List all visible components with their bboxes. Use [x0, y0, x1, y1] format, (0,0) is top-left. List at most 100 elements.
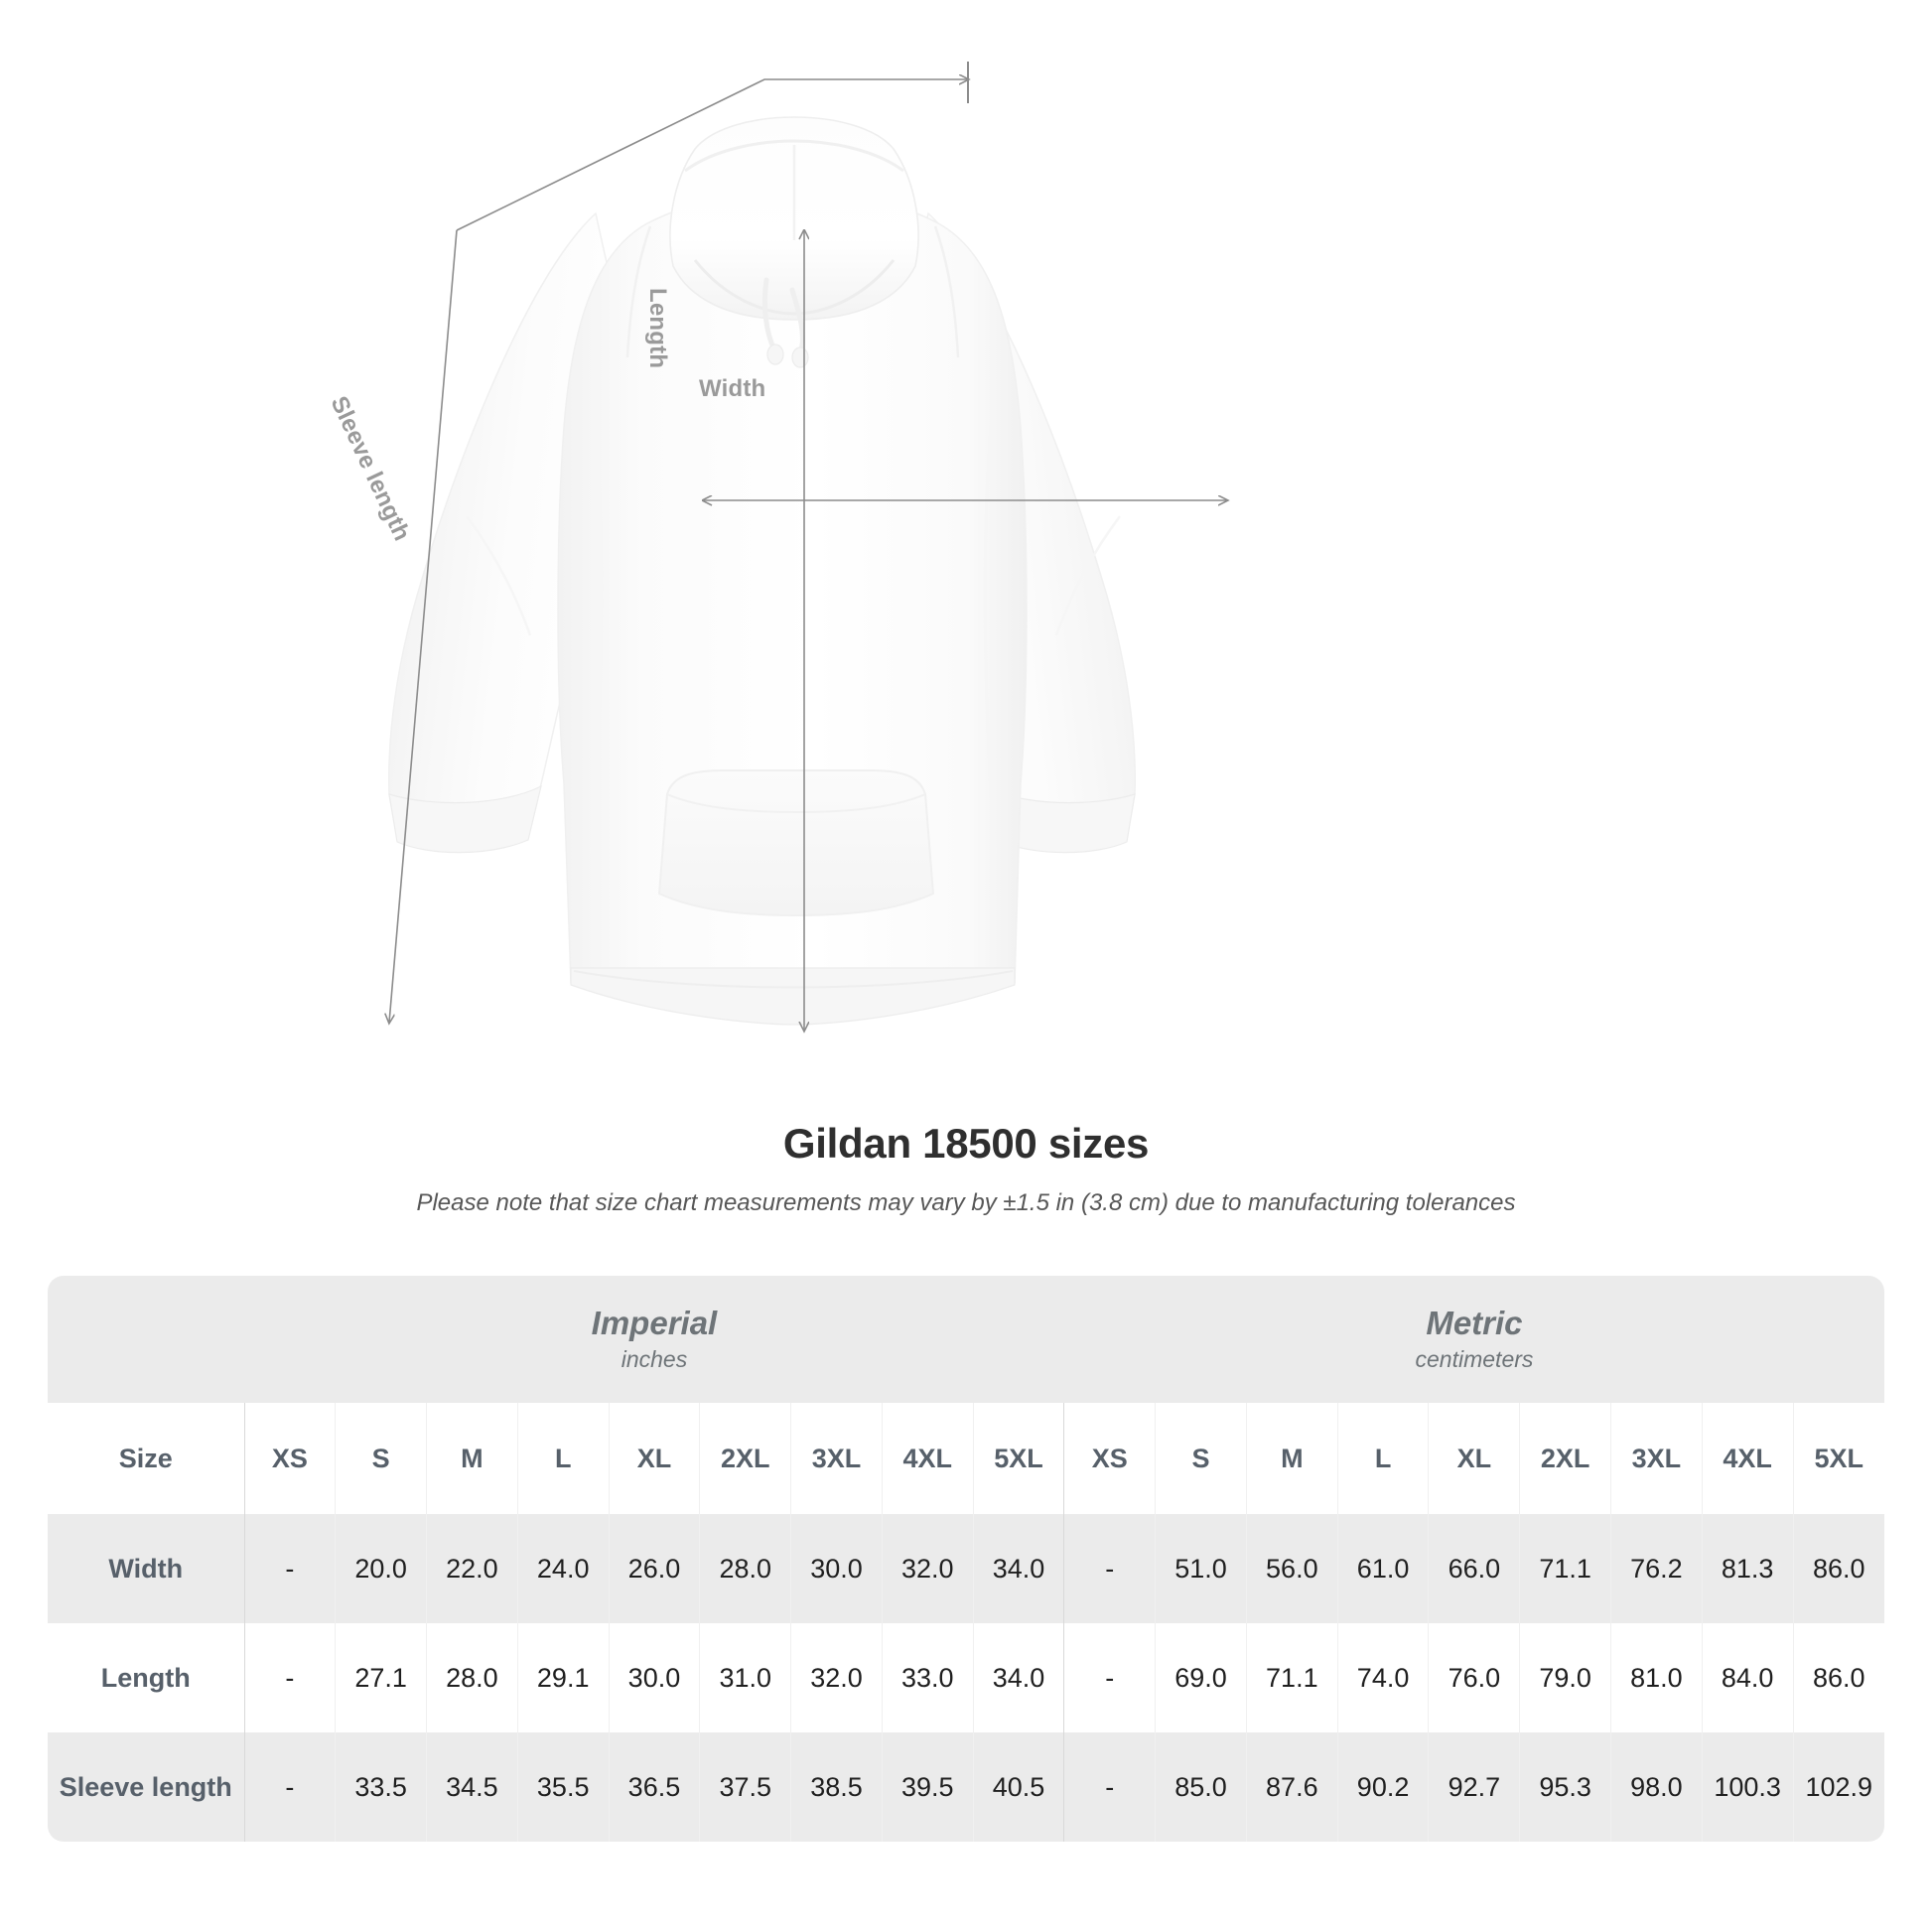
size-header-cell: 3XL — [1610, 1403, 1703, 1514]
measurement-cell: 66.0 — [1428, 1514, 1521, 1623]
sleeve-length-line — [389, 229, 458, 1023]
unit-group-header-metric: Metric centimeters — [1063, 1276, 1884, 1403]
measurement-cell: 61.0 — [1337, 1514, 1430, 1623]
unit-measure-name: inches — [621, 1345, 688, 1372]
measurement-cell: 71.1 — [1246, 1623, 1338, 1732]
measurement-cell: 76.2 — [1610, 1514, 1703, 1623]
unit-system-name: Metric — [1426, 1304, 1523, 1341]
measurement-cell: 90.2 — [1337, 1732, 1430, 1842]
measurement-cell: 85.0 — [1155, 1732, 1247, 1842]
size-header-row: Size XS S M L XL 2XL 3XL 4XL 5XL XS S M L XL 2XL 3XL 4XL 5… — [48, 1403, 1884, 1514]
measurement-cell: 28.0 — [699, 1514, 792, 1623]
measurement-cell: 98.0 — [1610, 1732, 1703, 1842]
length-dimension-label: Length — [644, 288, 671, 369]
measurement-cell: 39.5 — [882, 1732, 974, 1842]
measurement-cell: 56.0 — [1246, 1514, 1338, 1623]
size-header-cell: 4XL — [882, 1403, 974, 1514]
size-header-cell: L — [517, 1403, 610, 1514]
measurement-annotations — [0, 62, 1932, 1122]
size-header-cell: XL — [1428, 1403, 1521, 1514]
measurement-cell: 30.0 — [790, 1514, 883, 1623]
measurement-cell: 79.0 — [1519, 1623, 1611, 1732]
measurement-cell: - — [1063, 1623, 1157, 1732]
measurement-cell: 28.0 — [426, 1623, 518, 1732]
width-dimension-label: Width — [699, 375, 766, 402]
size-header-cell: M — [426, 1403, 518, 1514]
measurement-cell: 71.1 — [1519, 1514, 1611, 1623]
size-header-cell: 2XL — [1519, 1403, 1611, 1514]
measurement-cell: 30.0 — [609, 1623, 701, 1732]
measurement-cell: 24.0 — [517, 1514, 610, 1623]
unit-system-name: Imperial — [591, 1304, 718, 1341]
size-header-cell: 4XL — [1702, 1403, 1794, 1514]
measurement-cell: 81.3 — [1702, 1514, 1794, 1623]
measurement-cell: 34.5 — [426, 1732, 518, 1842]
measurement-cell: 32.0 — [790, 1623, 883, 1732]
measurement-cell: 74.0 — [1337, 1623, 1430, 1732]
measurement-cell: - — [1063, 1732, 1157, 1842]
measurement-cell: 33.0 — [882, 1623, 974, 1732]
measurement-cell: - — [244, 1623, 337, 1732]
measurement-cell: 87.6 — [1246, 1732, 1338, 1842]
measurement-cell: 92.7 — [1428, 1732, 1521, 1842]
measurement-cell: 69.0 — [1155, 1623, 1247, 1732]
measurement-cell: 33.5 — [335, 1732, 428, 1842]
measurement-cell: 32.0 — [882, 1514, 974, 1623]
size-header-cell: 3XL — [790, 1403, 883, 1514]
measurement-cell: 40.5 — [973, 1732, 1065, 1842]
measurement-cell: - — [1063, 1514, 1157, 1623]
measurement-cell: 81.0 — [1610, 1623, 1703, 1732]
measurement-cell: 95.3 — [1519, 1732, 1611, 1842]
size-header-cell: L — [1337, 1403, 1430, 1514]
measurement-cell: 84.0 — [1702, 1623, 1794, 1732]
size-chart-table: Imperial inches Metric centimeters Size XS S M L… — [48, 1276, 1884, 1842]
size-header-cell: XL — [609, 1403, 701, 1514]
row-label-length: Length — [48, 1623, 245, 1732]
size-header-cell: 5XL — [1793, 1403, 1884, 1514]
measurement-cell: - — [244, 1514, 337, 1623]
size-header-cell: S — [335, 1403, 428, 1514]
measurement-cell: 34.0 — [973, 1514, 1065, 1623]
size-header-cell: M — [1246, 1403, 1338, 1514]
measurement-cell: 100.3 — [1702, 1732, 1794, 1842]
size-header-cell: XS — [244, 1403, 337, 1514]
measurement-cell: 86.0 — [1793, 1514, 1884, 1623]
table-row: Length -27.1 28.0 29.1 30.0 31.0 32.0 33.0 34.0-… — [48, 1623, 1884, 1732]
unit-group-header-imperial: Imperial inches — [244, 1276, 1064, 1403]
sleeve-leader-line — [456, 62, 968, 231]
row-label-width: Width — [48, 1514, 245, 1623]
measurement-cell: 26.0 — [609, 1514, 701, 1623]
unit-header-row: Imperial inches Metric centimeters — [48, 1276, 1884, 1403]
measurement-cell: 38.5 — [790, 1732, 883, 1842]
measurement-cell: 31.0 — [699, 1623, 792, 1732]
measurement-cell: 22.0 — [426, 1514, 518, 1623]
size-header-cell: 2XL — [699, 1403, 792, 1514]
measurement-cell: 86.0 — [1793, 1623, 1884, 1732]
table-row: Width -20.0 22.0 24.0 26.0 28.0 30.0 32.0 34.0-5… — [48, 1514, 1884, 1623]
table-row: Sleeve length -33.5 34.5 35.5 36.5 37.5 38.5 39… — [48, 1732, 1884, 1842]
measurement-cell: 37.5 — [699, 1732, 792, 1842]
page-title: Gildan 18500 sizes — [782, 1120, 1150, 1167]
hoodie-diagram: Length Width Sleeve length — [0, 62, 1932, 1122]
unit-header-spacer — [48, 1276, 245, 1403]
size-header-cell: XS — [1063, 1403, 1157, 1514]
measurement-cell: 76.0 — [1428, 1623, 1521, 1732]
page-subtitle: Please note that size chart measurements… — [416, 1189, 1516, 1216]
heading-block: Gildan 18500 sizes Please note that size… — [0, 1120, 1932, 1217]
measurement-cell: 29.1 — [517, 1623, 610, 1732]
size-header-cell: S — [1155, 1403, 1247, 1514]
measurement-cell: 34.0 — [973, 1623, 1065, 1732]
size-header-label: Size — [48, 1403, 245, 1514]
measurement-cell: 102.9 — [1793, 1732, 1884, 1842]
size-header-cell: 5XL — [973, 1403, 1065, 1514]
measurement-cell: 51.0 — [1155, 1514, 1247, 1623]
measurement-cell: - — [244, 1732, 337, 1842]
measurement-cell: 36.5 — [609, 1732, 701, 1842]
measurement-cell: 35.5 — [517, 1732, 610, 1842]
measurement-cell: 27.1 — [335, 1623, 428, 1732]
hoodie-illustration — [388, 116, 1136, 1026]
size-chart-table-wrapper: Imperial inches Metric centimeters Size XS S M L… — [48, 1276, 1884, 1842]
row-label-sleeve-length: Sleeve length — [48, 1732, 245, 1842]
unit-measure-name: centimeters — [1415, 1345, 1534, 1372]
measurement-cell: 20.0 — [335, 1514, 428, 1623]
